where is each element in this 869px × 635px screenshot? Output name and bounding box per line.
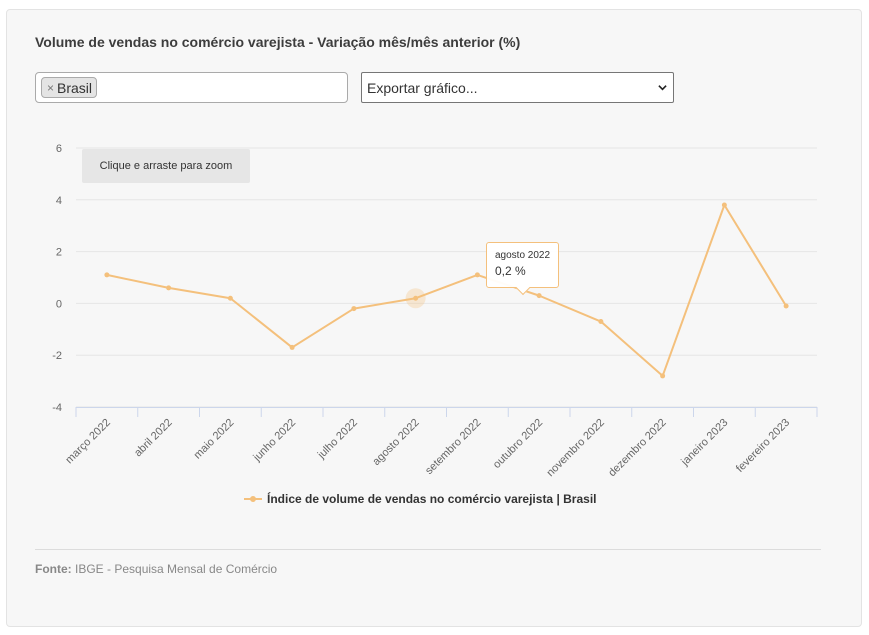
source-label: Fonte: — [35, 562, 72, 576]
chevron-down-icon — [658, 85, 667, 91]
x-tick-label: fevereiro 2023 — [734, 417, 792, 475]
data-point — [104, 272, 110, 278]
x-tick-label: junho 2022 — [251, 417, 299, 465]
x-tick-label: agosto 2022 — [370, 417, 421, 468]
export-chart-select-value: Exportar gráfico... — [367, 79, 478, 96]
data-point — [474, 272, 480, 278]
legend-item[interactable]: Índice de volume de vendas no comércio v… — [244, 492, 596, 506]
divider — [35, 549, 821, 550]
legend-label: Índice de volume de vendas no comércio v… — [267, 492, 597, 506]
tooltip: agosto 2022 0,2 % — [486, 242, 559, 296]
region-filter-input[interactable]: × Brasil — [35, 72, 348, 103]
region-tag: × Brasil — [41, 77, 98, 98]
y-tick-label: -4 — [52, 402, 62, 414]
x-tick-label: abril 2022 — [132, 417, 175, 460]
series-line — [106, 203, 787, 377]
remove-tag-icon[interactable]: × — [47, 80, 55, 95]
y-tick-label: 0 — [56, 298, 62, 310]
x-tick-label: dezembro 2022 — [606, 417, 669, 480]
source-note: Fonte: IBGE - Pesquisa Mensal de Comérci… — [35, 562, 277, 576]
y-tick-label: 2 — [56, 247, 62, 259]
x-tick-label: março 2022 — [63, 417, 113, 467]
data-point — [413, 295, 419, 301]
chart-title: Volume de vendas no comércio varejista -… — [35, 34, 521, 50]
data-point — [660, 373, 666, 379]
data-point — [227, 295, 233, 301]
chart-card — [6, 9, 862, 627]
data-point — [783, 303, 789, 309]
y-tick-label: -2 — [52, 350, 62, 362]
tooltip-date: agosto 2022 — [495, 250, 551, 261]
tooltip-value: 0,2 % — [495, 264, 526, 278]
export-chart-select[interactable]: Exportar gráfico... — [361, 72, 674, 103]
data-point — [536, 293, 542, 299]
source-text: IBGE - Pesquisa Mensal de Comércio — [75, 562, 278, 576]
y-tick-label: 6 — [56, 143, 62, 155]
x-tick-label: setembro 2022 — [423, 417, 483, 477]
x-tick-label: maio 2022 — [192, 417, 237, 462]
x-tick-label: janeiro 2023 — [678, 417, 730, 469]
data-point — [598, 319, 604, 325]
data-point — [289, 344, 295, 350]
data-point — [166, 285, 172, 291]
zoom-hint: Clique e arraste para zoom — [82, 149, 250, 183]
region-tag-label: Brasil — [57, 79, 93, 96]
data-point — [721, 202, 727, 208]
x-tick-label: julho 2022 — [315, 417, 360, 462]
data-point — [351, 306, 357, 312]
legend-symbol — [244, 494, 262, 504]
x-tick-label: novembro 2022 — [544, 417, 607, 480]
x-tick-label: outubro 2022 — [491, 417, 545, 471]
y-tick-label: 4 — [56, 195, 62, 207]
